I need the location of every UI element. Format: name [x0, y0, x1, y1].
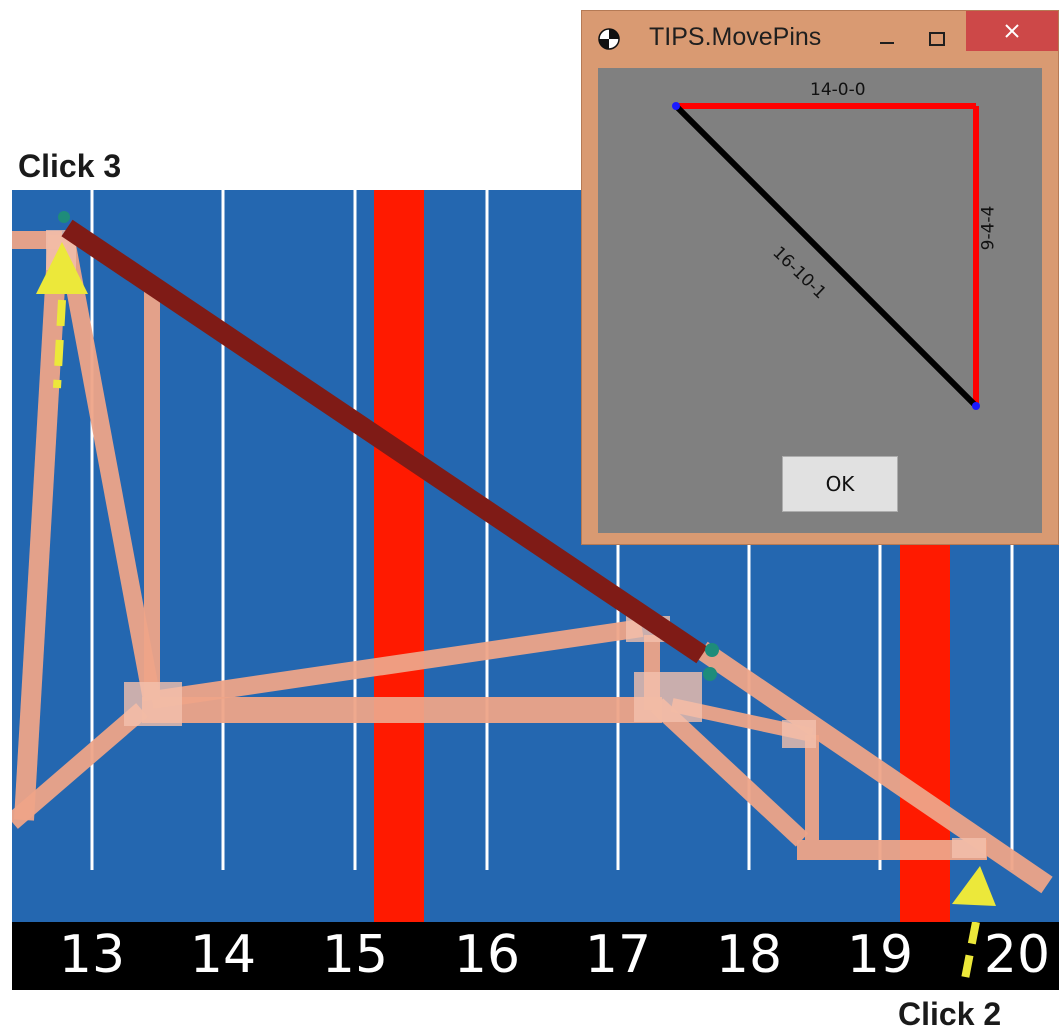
- joint-plate: [124, 682, 182, 726]
- yellow-dashed-arrow-icon: [36, 242, 88, 389]
- joint-plate: [952, 838, 986, 858]
- yellow-dashed-arrow-icon: [960, 922, 980, 985]
- diagonal-web-left[interactable]: [57, 238, 161, 702]
- dialog-client-area: 14-0-0 9-4-4 16-10-1 OK: [598, 68, 1042, 533]
- pin-icon[interactable]: [58, 211, 70, 223]
- ruler-tick-label: 18: [715, 925, 783, 985]
- ruler-tick-label: 17: [584, 925, 652, 985]
- pin-icon[interactable]: [703, 667, 717, 681]
- diagonal-web-mid[interactable]: [150, 619, 644, 709]
- dimension-triangle: [672, 102, 980, 410]
- yellow-dashed-arrow-icon: [952, 866, 996, 906]
- click-3-callout: Click 3: [18, 148, 122, 184]
- joint-plate: [634, 672, 702, 722]
- ruler-tick-label: 14: [189, 925, 257, 985]
- left-vertical-web[interactable]: [14, 234, 68, 821]
- close-icon: [1005, 24, 1019, 38]
- pin-point-icon[interactable]: [972, 402, 980, 410]
- top-dimension-label: 14-0-0: [810, 80, 866, 100]
- bearing-band-left: [374, 190, 424, 922]
- ruler-tick-label: 15: [321, 925, 389, 985]
- right-dimension-label: 9-4-4: [978, 205, 999, 251]
- pins: [58, 211, 719, 681]
- top-chord-right[interactable]: [696, 641, 1053, 894]
- diagonal-dimension-line: [673, 103, 979, 409]
- dialog-title: TIPS.MovePins: [649, 23, 822, 51]
- dialog-titlebar[interactable]: TIPS.MovePins: [582, 11, 1058, 67]
- movepins-dialog: TIPS.MovePins 14-0-0 9-4-4 16-10-1 OK: [581, 10, 1059, 545]
- maximize-icon: [929, 32, 945, 46]
- diagonal-web-right[interactable]: [650, 698, 809, 847]
- click-2-callout: Click 2: [898, 996, 1002, 1032]
- ruler-tick-label: 20: [983, 925, 1051, 985]
- joint-plate: [782, 720, 816, 748]
- pin-icon[interactable]: [705, 643, 719, 657]
- close-button[interactable]: [966, 11, 1058, 51]
- ruler-tick-label: 16: [453, 925, 521, 985]
- ok-button[interactable]: OK: [782, 456, 898, 512]
- ruler-tick-label: 19: [846, 925, 914, 985]
- maximize-button[interactable]: [924, 19, 952, 59]
- diagonal-web-low[interactable]: [12, 703, 148, 829]
- pin-point-icon[interactable]: [672, 102, 680, 110]
- ruler-tick-label: 13: [58, 925, 126, 985]
- minimize-button[interactable]: [874, 19, 902, 59]
- ruler: 13 14 15 16 17 18 19 20: [12, 922, 1059, 990]
- selected-top-chord[interactable]: [61, 219, 708, 664]
- tips-app-icon: [598, 28, 620, 50]
